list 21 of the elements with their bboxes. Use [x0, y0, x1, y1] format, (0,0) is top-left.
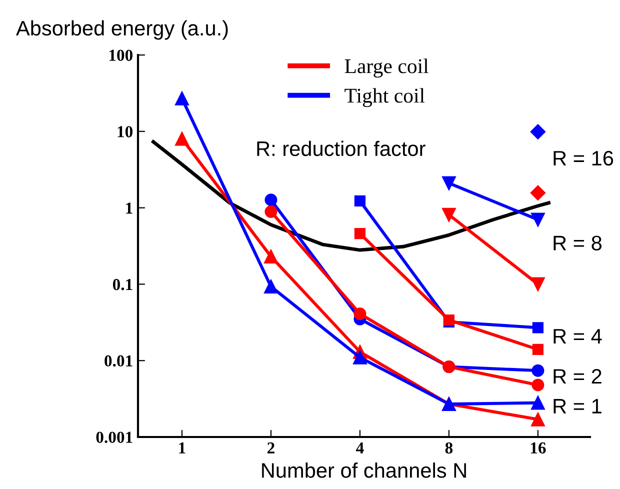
annotation: R = 2	[554, 369, 602, 384]
x-tick-label: 1	[179, 442, 186, 454]
y-axis-title: Absorbed energy (a.u.)	[16, 20, 228, 40]
x-tick-label: 16	[530, 442, 546, 454]
y-tick-label: 10	[118, 126, 133, 138]
annotation: R: reduction factor	[257, 140, 426, 156]
x-tick-label: 4	[356, 442, 364, 454]
annotation: R = 8	[554, 236, 602, 250]
annotation: R = 16	[554, 150, 614, 166]
legend-label: Large coil	[344, 58, 428, 78]
annotation: R = 1	[554, 399, 602, 414]
x-axis-title: Number of channels N	[262, 462, 466, 478]
y-tick-label: 100	[109, 50, 133, 61]
y-tick-label: 0.001	[96, 432, 132, 444]
y-tick-label: 0.1	[112, 278, 132, 290]
y-tick-label: 0.01	[104, 355, 132, 367]
x-tick-label: 2	[268, 442, 274, 454]
y-tick-label: 1	[126, 202, 132, 214]
x-tick-label: 8	[445, 442, 453, 454]
legend-label: Tight coil	[344, 88, 425, 108]
annotation: R = 4	[554, 329, 602, 344]
